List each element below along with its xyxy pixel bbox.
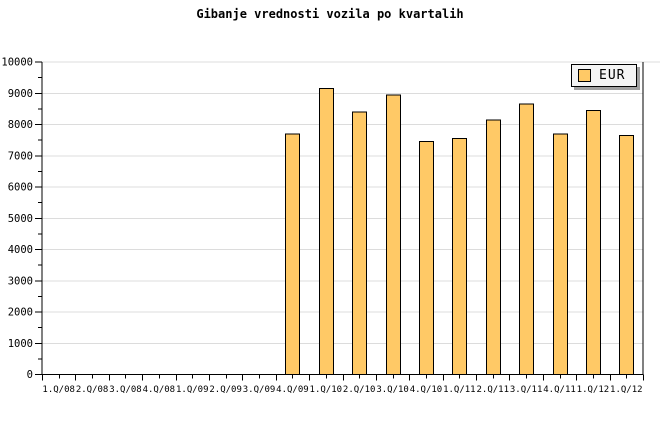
x-category-label: 1.Q/08 [42,385,75,395]
bar [553,133,568,375]
bar [619,134,634,375]
x-category-label: 4.Q/11 [543,385,576,395]
x-category-label: 1.Q/12 [577,385,610,395]
x-category-label: 2.Q/08 [76,385,109,395]
y-tick-label: 5000 [8,213,33,225]
y-tick-label: 3000 [8,275,33,287]
bar [285,133,300,375]
y-tick-label: 8000 [8,119,33,131]
y-tick-label: 1000 [8,338,33,350]
x-category-label: 2.Q/10 [343,385,376,395]
x-axis-category-labels: 1.Q/08 2.Q/08 3.Q/08 4.Q/08 1.Q/09 2.Q/09 3.Q/… [42,385,642,395]
x-category-label: 3.Q/10 [376,385,409,395]
x-category-label: 1.Q/11 [443,385,476,395]
x-category-label: 1.Q/09 [176,385,209,395]
bar [352,111,367,375]
bar [586,109,601,375]
x-category-label: 4.Q/09 [276,385,309,395]
y-tick-label: 4000 [8,244,33,256]
x-category-label: 3.Q/08 [109,385,142,395]
y-tick-label: 9000 [8,88,33,100]
bar [486,119,501,375]
y-axis-tick-labels: 0 1000 2000 3000 4000 5000 6000 7000 8000 9000 100… [1,57,33,382]
y-tick-label: 7000 [8,150,33,162]
bar [452,138,467,375]
y-tick-label: 10000 [1,57,33,69]
bar [519,103,534,375]
chart-title: Gibanje vrednosti vozila po kvartalih [196,7,464,21]
bar [386,94,401,375]
y-tick-label: 6000 [8,182,33,194]
x-category-label: 1.Q/12 [610,385,643,395]
x-category-label: 3.Q/11 [510,385,543,395]
bar [319,88,334,375]
y-tick-label: 0 [27,369,33,381]
x-category-label: 4.Q/10 [410,385,443,395]
legend-box: EUR [571,64,637,87]
x-category-label: 1.Q/10 [310,385,343,395]
axis-ticks [35,61,644,381]
legend-swatch-eur [578,69,591,82]
x-category-label: 2.Q/09 [209,385,242,395]
x-category-label: 3.Q/09 [243,385,276,395]
x-category-label: 4.Q/08 [143,385,176,395]
x-category-label: 2.Q/11 [476,385,509,395]
gridlines [42,61,660,344]
bars [285,88,634,375]
legend-series-label: EUR [599,68,626,83]
bar [419,141,434,375]
y-tick-label: 2000 [8,307,33,319]
